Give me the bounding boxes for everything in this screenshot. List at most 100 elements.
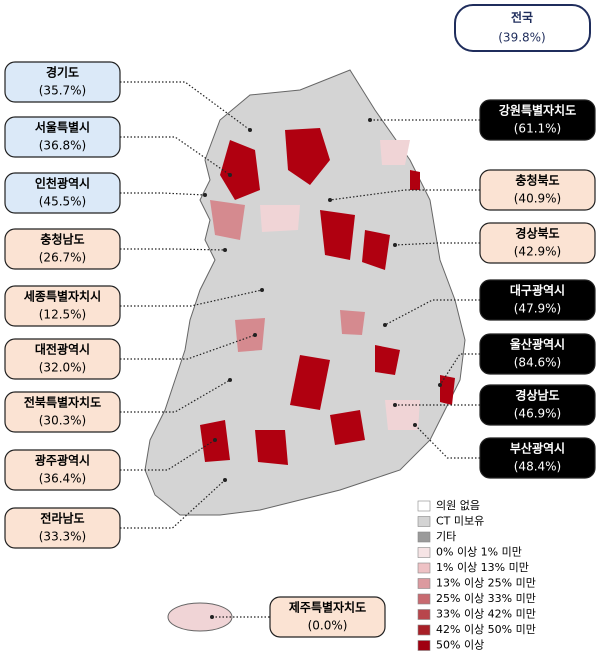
region-value: (61.1%)	[514, 122, 561, 136]
leader-dot	[368, 118, 372, 122]
region-light	[260, 205, 300, 232]
leader-line	[120, 248, 226, 251]
legend-label: 의원 없음	[436, 499, 480, 512]
legend-swatch	[417, 578, 431, 589]
leader-dot	[253, 333, 257, 337]
leader-dot	[393, 403, 397, 407]
legend-swatch	[417, 531, 431, 543]
national-value: (39.8%)	[498, 31, 545, 45]
region-high	[255, 430, 288, 465]
region-value: (30.3%)	[39, 414, 86, 428]
legend-label: 0% 이상 1% 미만	[436, 546, 522, 559]
region-name: 충청북도	[515, 173, 559, 188]
leader-line	[120, 479, 226, 529]
region-box	[269, 596, 386, 638]
leader-dot	[213, 438, 217, 442]
leader-dot	[383, 323, 387, 327]
region-name: 강원특별자치도	[499, 103, 576, 118]
region-name: 세종특별자치시	[24, 289, 101, 304]
region-box	[479, 437, 596, 479]
leader-line	[120, 192, 206, 196]
leader-dot	[223, 478, 227, 482]
labels: 경기도 (35.7%) 서울특별시 (36.8%) 인천광역시 (45.5%) 충청남도 (2…	[4, 4, 596, 652]
region-name: 전라남도	[40, 511, 84, 526]
region-high	[330, 410, 365, 445]
region-value: (47.9%)	[514, 302, 561, 316]
legend-swatch	[417, 500, 431, 512]
region-name: 부산광역시	[510, 441, 565, 456]
region-box	[4, 285, 121, 327]
region-value: (48.4%)	[514, 460, 561, 474]
region-box	[4, 449, 121, 491]
legend-label: 25% 이상 33% 미만	[436, 592, 536, 605]
leader-dot	[413, 423, 417, 427]
leader-line	[120, 334, 256, 360]
region-box	[4, 116, 121, 158]
legend-label: 1% 이상 13% 미만	[436, 561, 529, 574]
region-value: (36.8%)	[39, 139, 86, 153]
region-value: (33.3%)	[39, 530, 86, 544]
region-name: 대구광역시	[510, 283, 565, 298]
region-box	[479, 169, 596, 211]
legend-swatch	[417, 562, 431, 574]
region-box	[4, 338, 121, 380]
legend-swatch	[417, 547, 431, 558]
region-name: 경상남도	[515, 388, 559, 403]
leader-dot	[328, 198, 332, 202]
national-box	[454, 4, 591, 52]
leader-dot	[260, 288, 264, 292]
region-value: (26.7%)	[39, 251, 86, 265]
region-value: (46.9%)	[514, 407, 561, 421]
region-name: 충청남도	[40, 232, 84, 247]
region-name: 서울특별시	[35, 120, 90, 135]
leader-line	[120, 81, 251, 131]
legend-label: 33% 이상 42% 미만	[436, 608, 536, 621]
region-light	[385, 400, 420, 430]
region-value: (42.9%)	[514, 245, 561, 259]
legend-label: CT 미보유	[436, 515, 484, 528]
region-name: 대전광역시	[35, 342, 90, 357]
legend-swatch	[417, 640, 431, 651]
legend-swatch	[417, 609, 431, 620]
region-box	[4, 228, 121, 270]
region-high	[362, 230, 390, 270]
region-box	[479, 222, 596, 264]
legend-swatch	[417, 624, 431, 636]
region-mid	[235, 318, 265, 352]
leader-dot	[248, 128, 252, 132]
leader-line	[120, 289, 263, 307]
region-high	[285, 128, 330, 185]
region-name: 인천광역시	[35, 176, 90, 191]
legend-label: 13% 이상 25% 미만	[436, 577, 536, 590]
legend-swatch	[417, 593, 431, 605]
region-high	[220, 140, 260, 200]
region-name: 울산광역시	[510, 337, 565, 352]
legend-label: 기타	[436, 530, 456, 543]
korea-map	[144, 69, 466, 632]
leader-line	[120, 379, 231, 413]
region-value: (84.6%)	[514, 356, 561, 370]
leader-line	[329, 189, 480, 201]
region-value: (45.5%)	[39, 195, 86, 209]
leader-dot	[210, 615, 214, 619]
legend-label: 42% 이상 50% 미만	[436, 623, 536, 636]
region-name: 경기도	[46, 65, 79, 80]
region-box	[479, 99, 596, 141]
leader-line	[394, 242, 480, 246]
leader-dot	[228, 378, 232, 382]
region-box	[4, 61, 121, 103]
region-value: (12.5%)	[39, 308, 86, 322]
region-name: 광주광역시	[35, 453, 90, 468]
region-box	[479, 279, 596, 321]
region-high	[375, 345, 400, 375]
leader-line	[120, 136, 231, 176]
leader-line	[120, 439, 216, 471]
region-high	[320, 210, 355, 260]
region-box	[479, 384, 596, 426]
region-light	[380, 140, 410, 165]
region-mid	[210, 200, 245, 240]
region-high	[410, 170, 420, 190]
leader-dot	[223, 248, 227, 252]
